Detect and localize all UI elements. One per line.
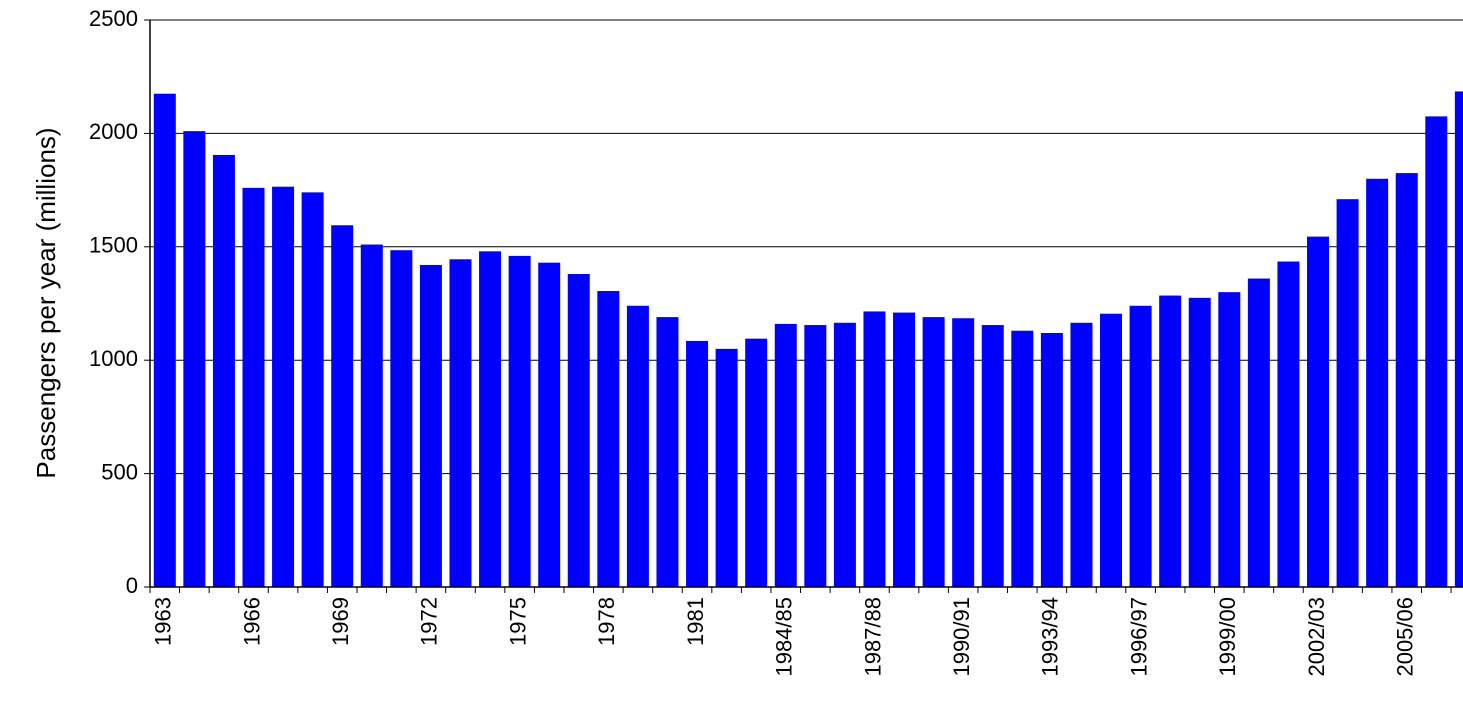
- bar: [863, 311, 886, 587]
- bar: [183, 131, 206, 587]
- bar: [774, 323, 797, 587]
- bar: [1425, 116, 1448, 587]
- x-tick-label: 2005/06: [1393, 597, 1418, 677]
- bar: [508, 255, 531, 587]
- bar: [952, 318, 975, 587]
- bar: [390, 250, 413, 587]
- x-tick-label: 1981: [683, 597, 708, 646]
- bar: [656, 317, 679, 587]
- y-tick-label: 2500: [89, 6, 138, 31]
- bar: [1454, 91, 1463, 587]
- bar: [1070, 322, 1093, 587]
- bar: [449, 259, 472, 587]
- bar: [1247, 278, 1270, 587]
- bar: [833, 322, 856, 587]
- bar: [804, 325, 827, 587]
- bar: [1307, 236, 1330, 587]
- bar: [893, 312, 916, 587]
- x-tick-label: 1990/91: [949, 597, 974, 677]
- bar: [1100, 313, 1123, 587]
- x-tick-label: 1996/97: [1126, 597, 1151, 677]
- y-tick-label: 1000: [89, 346, 138, 371]
- bar: [1395, 173, 1418, 587]
- bar: [331, 225, 354, 587]
- x-tick-label: 1978: [594, 597, 619, 646]
- bar: [272, 186, 295, 587]
- x-tick-label: 1966: [239, 597, 264, 646]
- bar: [1218, 292, 1241, 587]
- x-tick-label: 1987/88: [860, 597, 885, 677]
- y-tick-label: 500: [101, 459, 138, 484]
- bar: [1188, 297, 1211, 587]
- bar: [597, 291, 620, 587]
- bar: [1040, 332, 1063, 587]
- bar: [567, 274, 590, 587]
- y-tick-label: 0: [126, 573, 138, 598]
- x-tick-label: 2002/03: [1304, 597, 1329, 677]
- bar: [626, 305, 649, 587]
- x-tick-label: 1993/94: [1038, 597, 1063, 677]
- bar: [922, 317, 945, 587]
- x-tick-label: 1963: [151, 597, 176, 646]
- bar: [538, 262, 561, 587]
- bar: [715, 348, 738, 587]
- y-tick-label: 2000: [89, 119, 138, 144]
- bar: [212, 154, 235, 588]
- x-tick-label: 1975: [505, 597, 530, 646]
- y-tick-label: 1500: [89, 233, 138, 258]
- bar: [1159, 295, 1182, 587]
- bar: [479, 251, 502, 587]
- bar: [1336, 199, 1359, 587]
- bar: [153, 93, 176, 588]
- bar: [301, 192, 324, 588]
- x-tick-label: 1984/85: [772, 597, 797, 677]
- bar: [1277, 261, 1300, 587]
- y-axis-label: Passengers per year (millions): [31, 127, 61, 478]
- bar: [745, 338, 768, 587]
- bar: [981, 325, 1004, 587]
- bar: [1129, 305, 1152, 587]
- bar: [1011, 330, 1034, 587]
- bar: [686, 340, 709, 587]
- x-tick-label: 1972: [417, 597, 442, 646]
- bar: [242, 187, 265, 587]
- bar: [1366, 178, 1389, 587]
- x-tick-label: 1969: [328, 597, 353, 646]
- bar: [360, 244, 383, 588]
- bar: [419, 264, 442, 587]
- x-tick-label: 1999/00: [1215, 597, 1240, 677]
